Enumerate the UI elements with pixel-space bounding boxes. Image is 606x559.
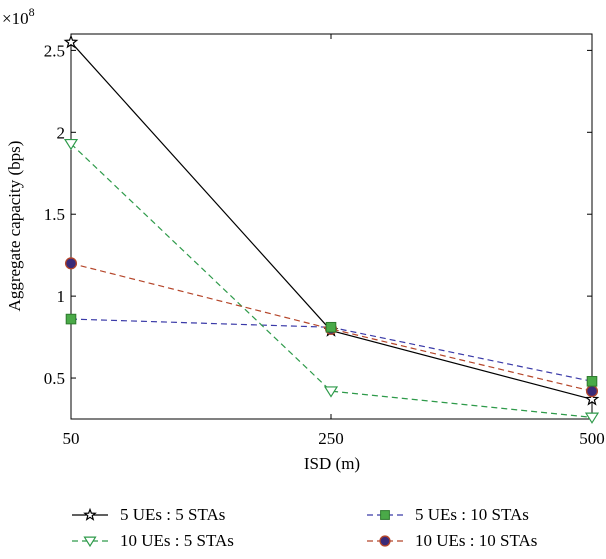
- legend-label: 10 UEs : 10 STAs: [415, 531, 537, 550]
- legend-label: 5 UEs : 5 STAs: [120, 505, 225, 524]
- y-axis-label: Aggregate capacity (bps): [5, 141, 24, 312]
- series-line: [70, 143, 593, 418]
- y-tick-label: 2.5: [44, 41, 65, 60]
- legend-label: 10 UEs : 5 STAs: [120, 531, 234, 550]
- legend: 5 UEs : 5 STAs 5 UEs : 10 STAs 10 UEs : 5 …: [72, 505, 537, 550]
- x-axis-ticks: 50 250 500: [63, 34, 605, 448]
- legend-item: 10 UEs : 5 STAs: [72, 531, 234, 550]
- legend-item: 5 UEs : 5 STAs: [72, 505, 225, 524]
- legend-item: 10 UEs : 10 STAs: [367, 531, 537, 550]
- y-tick-label: 1: [57, 287, 66, 306]
- y-multiplier-exponent: 8: [29, 5, 35, 19]
- x-tick-label: 250: [318, 429, 344, 448]
- data-point: [584, 391, 600, 406]
- plot-frame: [70, 33, 593, 420]
- legend-item: 5 UEs : 10 STAs: [367, 505, 529, 524]
- plot-area: [70, 33, 593, 420]
- data-point: [325, 321, 337, 333]
- data-point: [65, 313, 77, 325]
- y-tick-label: 0.5: [44, 369, 65, 388]
- data-point: [63, 138, 79, 151]
- x-tick-label: 500: [579, 429, 605, 448]
- legend-marker: [380, 510, 390, 520]
- x-tick-label: 50: [63, 429, 80, 448]
- y-multiplier: ×108: [2, 5, 35, 28]
- legend-marker: [83, 507, 97, 521]
- x-axis-label: ISD (m): [304, 454, 360, 473]
- y-axis-ticks: 0.5 1 1.5 2 2.5: [44, 41, 592, 388]
- data-point: [586, 376, 598, 387]
- y-tick-label: 2: [57, 123, 66, 142]
- series-markers: [63, 34, 600, 424]
- legend-marker: [83, 536, 97, 548]
- data-point: [585, 385, 599, 398]
- y-tick-label: 1.5: [44, 205, 65, 224]
- legend-label: 5 UEs : 10 STAs: [415, 505, 529, 524]
- data-point: [323, 386, 339, 398]
- data-point: [64, 257, 78, 270]
- legend-marker: [379, 535, 391, 547]
- data-point: [63, 34, 79, 49]
- data-point: [584, 412, 600, 424]
